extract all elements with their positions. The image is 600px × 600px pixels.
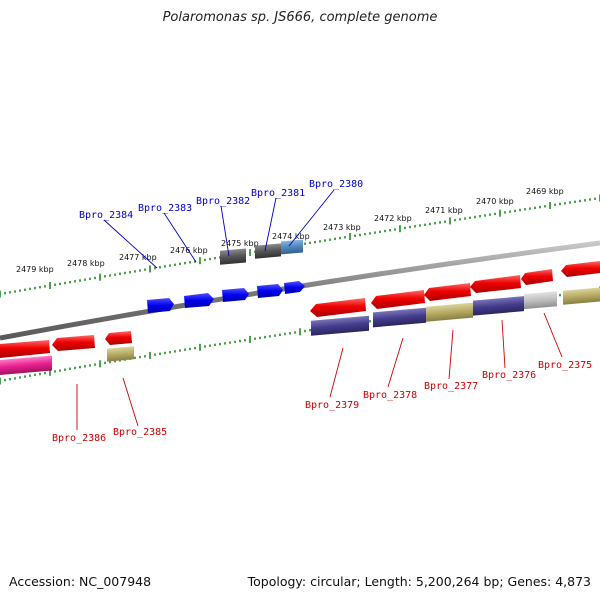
kbp-label: 2474 kbp [272, 232, 310, 241]
gene-label[interactable]: Bpro_2380 [309, 179, 363, 190]
gene-arrow-reverse[interactable] [310, 298, 366, 317]
gene-arrow-reverse[interactable] [521, 269, 553, 285]
gene-label[interactable]: Bpro_2381 [251, 188, 305, 199]
gene-block[interactable] [311, 315, 369, 336]
gene-arrow-forward[interactable] [184, 293, 214, 308]
kbp-label: 2469 kbp [526, 187, 564, 196]
gene-label[interactable]: Bpro_2383 [138, 203, 192, 214]
kbp-label: 2470 kbp [476, 197, 514, 206]
kbp-label: 2477 kbp [119, 253, 157, 262]
gene-label[interactable]: Bpro_2385 [113, 427, 167, 438]
gene-label[interactable]: Bpro_2378 [363, 390, 417, 401]
gene-label[interactable]: Bpro_2375 [538, 360, 592, 371]
gene-arrow-reverse[interactable] [52, 335, 95, 351]
map-title: Polaromonas sp. JS666, complete genome [162, 10, 438, 25]
genome-summary: Topology: circular; Length: 5,200,264 bp… [247, 574, 591, 589]
reverse-strand-genes [0, 261, 600, 375]
gene-label[interactable]: Bpro_2386 [52, 433, 106, 444]
gene-labels-bottom: Bpro_2386 Bpro_2385 Bpro_2379 Bpro_2378 … [52, 360, 592, 444]
gene-block[interactable] [220, 248, 246, 265]
gene-block[interactable] [426, 302, 473, 322]
gene-arrow-reverse[interactable] [470, 275, 521, 293]
kbp-label: 2473 kbp [323, 223, 361, 232]
gene-block[interactable] [0, 355, 52, 375]
accession-text: Accession: NC_007948 [9, 574, 152, 589]
gene-labels-top: Bpro_2384 Bpro_2383 Bpro_2382 Bpro_2381 … [79, 179, 363, 221]
gene-arrow-reverse[interactable] [371, 290, 425, 309]
gene-arrow-reverse[interactable] [105, 331, 132, 345]
gene-label[interactable]: Bpro_2384 [79, 210, 133, 221]
gene-arrow-forward[interactable] [284, 281, 305, 294]
gene-label[interactable]: Bpro_2377 [424, 381, 478, 392]
gene-arrow-reverse[interactable] [0, 340, 50, 358]
gene-block[interactable] [563, 287, 600, 305]
kbp-label: 2471 kbp [425, 206, 463, 215]
gene-block[interactable] [473, 296, 524, 316]
gene-label[interactable]: Bpro_2382 [196, 196, 250, 207]
gene-block[interactable] [524, 291, 557, 310]
kbp-label: 2479 kbp [16, 265, 54, 274]
leader-lines-top [103, 189, 335, 269]
gene-block[interactable] [281, 239, 303, 255]
gene-arrow-forward[interactable] [257, 284, 283, 298]
forward-strand-genes [147, 239, 305, 313]
leader-lines-bottom [76, 312, 563, 430]
gene-arrow-forward[interactable] [222, 288, 249, 302]
gene-arrow-forward[interactable] [147, 298, 174, 313]
gene-arrow-reverse[interactable] [561, 261, 600, 277]
kbp-label: 2478 kbp [67, 259, 105, 268]
gene-block[interactable] [107, 346, 134, 362]
gene-label[interactable]: Bpro_2379 [305, 400, 359, 411]
gene-block[interactable] [255, 243, 281, 259]
gene-arrow-reverse[interactable] [424, 283, 471, 301]
gene-label[interactable]: Bpro_2376 [482, 370, 536, 381]
gene-block[interactable] [373, 307, 426, 328]
kbp-label: 2475 kbp [221, 239, 259, 248]
kbp-label: 2472 kbp [374, 214, 412, 223]
